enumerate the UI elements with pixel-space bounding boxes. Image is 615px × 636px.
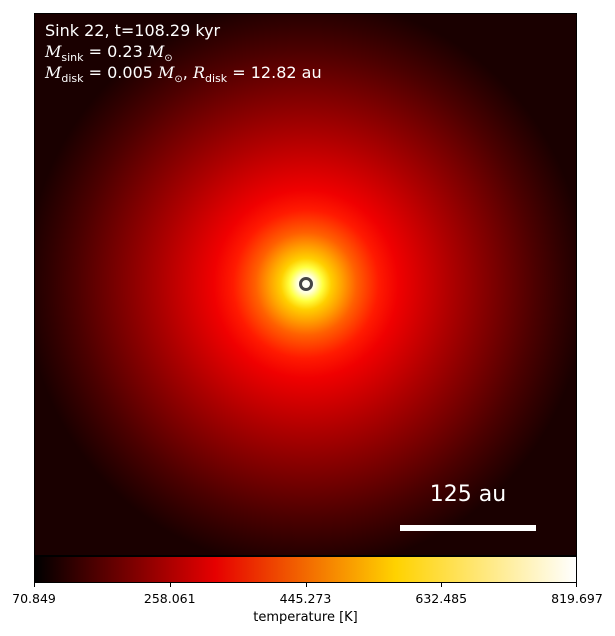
scalebar-line bbox=[400, 525, 536, 531]
colorbar-tick-label: 258.061 bbox=[143, 591, 196, 606]
scalebar-label: 125 au bbox=[429, 482, 507, 507]
colorbar-tick-label: 819.697 bbox=[551, 591, 603, 606]
m-disk-subscript: disk bbox=[61, 72, 84, 85]
r-disk-value: = 12.82 au bbox=[232, 63, 322, 82]
m-sink-value: = 0.23 bbox=[88, 42, 143, 61]
m-disk-symbol: M bbox=[45, 63, 62, 82]
colorbar-label: temperature [K] bbox=[253, 610, 358, 625]
colorbar-tick-label: 632.485 bbox=[415, 591, 468, 606]
r-disk-subscript: disk bbox=[205, 72, 228, 85]
colorbar-tick-mark bbox=[576, 583, 577, 587]
colorbar-tick-label: 70.849 bbox=[12, 591, 56, 606]
m-sink-subscript: sink bbox=[61, 51, 84, 64]
solar-symbol: ⊙ bbox=[174, 74, 183, 85]
colorbar-tick-mark bbox=[169, 583, 171, 587]
m-sink-symbol: M bbox=[45, 42, 62, 61]
m-disk-value: = 0.005 bbox=[88, 63, 153, 82]
m-disk-unit: M bbox=[158, 63, 175, 82]
solar-symbol: ⊙ bbox=[164, 53, 173, 64]
colorbar-tick-mark bbox=[305, 583, 307, 587]
colorbar-tick-label: 445.273 bbox=[279, 591, 332, 606]
r-disk-symbol: R bbox=[192, 63, 206, 82]
disk-properties-label: Mdisk = 0.005 M⊙, Rdisk = 12.82 au bbox=[45, 63, 322, 85]
colorbar-tick-mark bbox=[34, 583, 35, 587]
m-sink-unit: M bbox=[147, 42, 165, 61]
sink-mass-label: Msink = 0.23 M⊙ bbox=[45, 42, 173, 69]
colorbar-tick-mark bbox=[441, 583, 443, 587]
sink-title: Sink 22, t=108.29 kyr bbox=[45, 21, 221, 40]
temperature-colorbar bbox=[34, 556, 577, 583]
temperature-map: Sink 22, t=108.29 kyr Msink = 0.23 M⊙ Md… bbox=[34, 13, 577, 556]
sink-circle-icon bbox=[299, 277, 313, 291]
